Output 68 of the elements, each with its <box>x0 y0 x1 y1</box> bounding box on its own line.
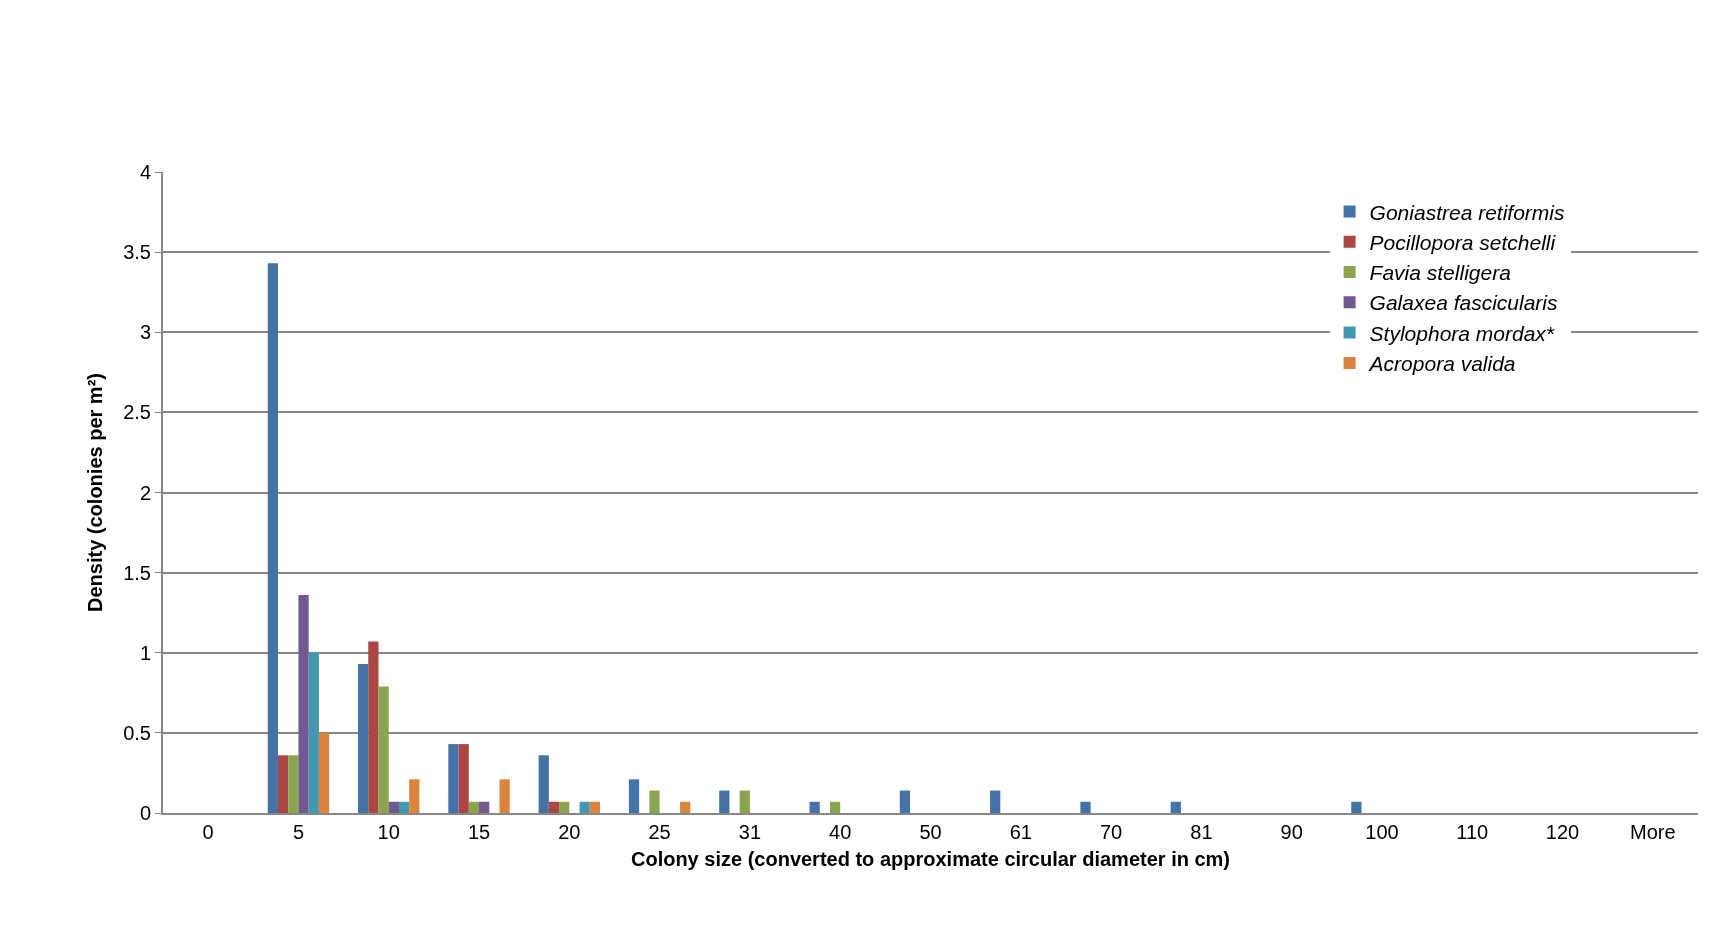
bar <box>1170 801 1181 813</box>
bar <box>388 801 399 813</box>
bar <box>559 801 570 813</box>
y-tick-label: 0 <box>139 802 151 824</box>
bar <box>649 790 660 813</box>
y-tick-label: 3 <box>139 321 151 344</box>
x-tick-label: 110 <box>1456 821 1489 843</box>
x-tick-label: 10 <box>377 821 400 843</box>
bar <box>499 779 510 813</box>
x-axis-title: Colony size (converted to approximate circular diameter in cm) <box>630 848 1231 870</box>
legend-label: Acropora valida <box>1367 352 1516 376</box>
x-tick-label: 15 <box>467 821 491 843</box>
x-tick-label: 120 <box>1545 821 1580 843</box>
bar <box>548 801 560 813</box>
x-tick-label: More <box>1630 821 1676 843</box>
x-tick-label: 61 <box>1009 821 1032 843</box>
legend-label: Pocillopora setchelli <box>1369 230 1557 254</box>
x-tick-label: 100 <box>1365 821 1399 843</box>
bar <box>809 801 820 813</box>
bar <box>398 801 410 813</box>
bar <box>358 663 369 813</box>
x-tick-label: 20 <box>558 821 581 843</box>
legend-label: Goniastrea retiformis <box>1369 200 1565 224</box>
x-tick-label: 81 <box>1190 821 1213 843</box>
x-tick-label: 5 <box>292 821 304 843</box>
y-tick-label: 0.5 <box>123 721 151 744</box>
bar <box>538 755 549 813</box>
bar <box>719 790 730 813</box>
x-tick-label: 0 <box>202 821 214 843</box>
bar <box>458 744 469 813</box>
bar <box>899 790 911 813</box>
bar <box>318 732 330 813</box>
bar <box>479 801 490 813</box>
x-tick-label: 50 <box>919 821 942 843</box>
bar <box>409 779 420 813</box>
bar <box>628 779 640 813</box>
legend-label: Galaxea fascicularis <box>1369 291 1559 315</box>
y-axis-title: Density (colonies per m²) <box>84 373 107 612</box>
x-tick-label: 40 <box>829 821 852 843</box>
bar <box>680 801 691 813</box>
bar <box>448 744 459 813</box>
bar <box>288 755 299 813</box>
bar <box>267 263 278 813</box>
bar <box>298 595 309 813</box>
bar <box>589 801 601 813</box>
y-tick-label: 1.5 <box>123 561 151 584</box>
bar <box>378 686 389 813</box>
bar <box>990 790 1001 813</box>
y-tick-label: 3.5 <box>123 241 151 264</box>
bar <box>579 801 590 813</box>
legend-label: Favia stelligera <box>1369 261 1511 285</box>
bar <box>308 652 319 813</box>
x-tick-label: 90 <box>1280 821 1303 843</box>
bar <box>1080 801 1091 813</box>
y-tick-label: 2.5 <box>123 401 151 424</box>
legend-label: Stylophora mordax* <box>1369 321 1555 345</box>
x-tick-label: 25 <box>648 821 671 843</box>
bar <box>468 801 480 813</box>
x-tick-label: 70 <box>1099 821 1123 843</box>
y-tick-label: 2 <box>139 481 151 504</box>
bar <box>829 801 841 813</box>
x-tick-label: 31 <box>738 821 762 843</box>
bar <box>739 790 750 813</box>
y-tick-label: 4 <box>139 161 151 183</box>
bar <box>368 641 379 813</box>
y-tick-label: 1 <box>139 641 151 664</box>
bar <box>277 755 289 813</box>
bar <box>1351 801 1362 813</box>
